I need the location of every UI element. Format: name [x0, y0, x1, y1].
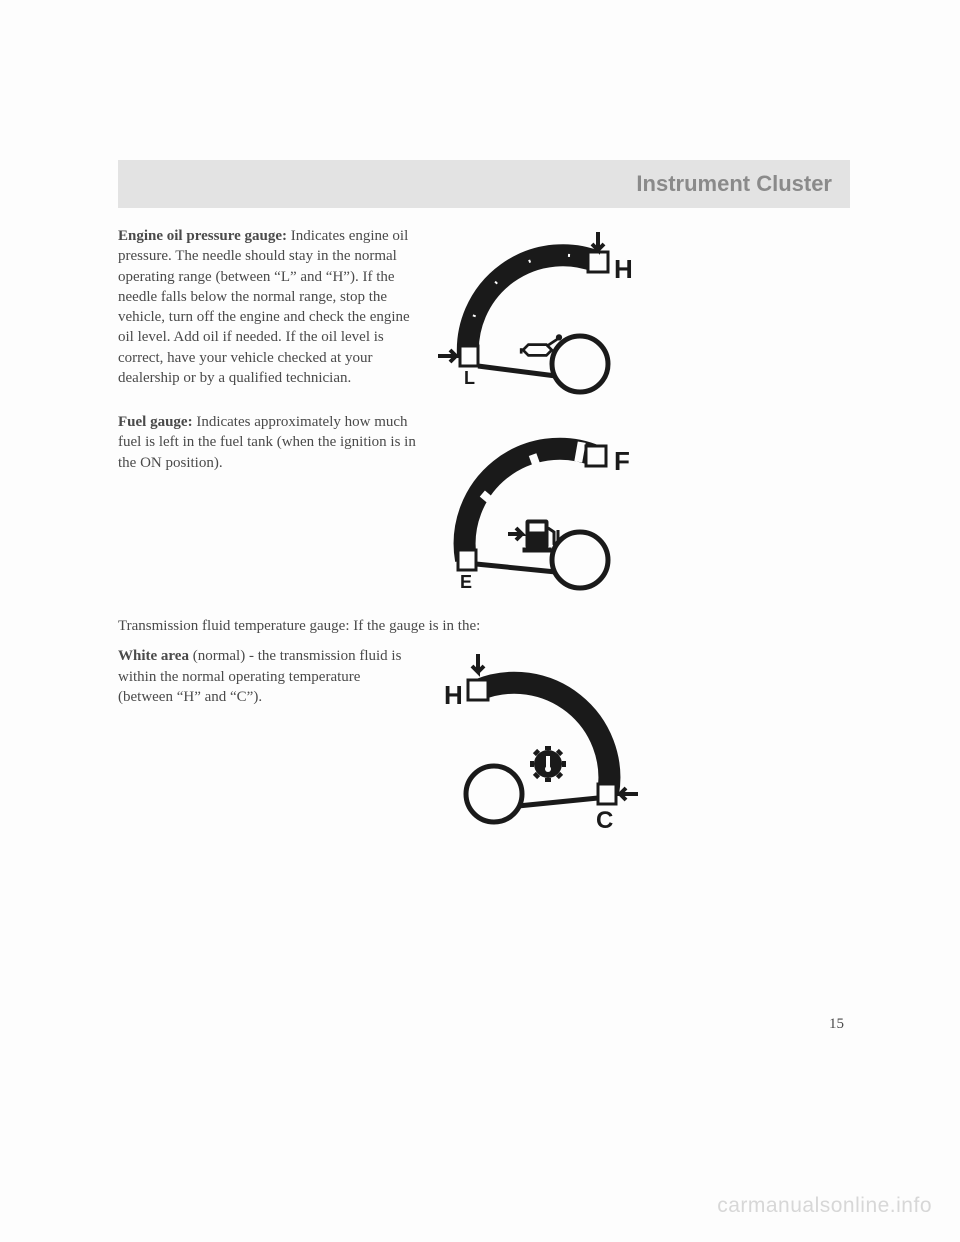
fuel-empty-label: E — [460, 572, 472, 592]
section-oil: Engine oil pressure gauge: Indicates eng… — [118, 226, 850, 406]
trans-white-heading: White area — [118, 648, 189, 664]
section-fuel: Fuel gauge: Indicates approximately how … — [118, 412, 850, 602]
oil-body: Indicates engine oil pressure. The needl… — [118, 228, 410, 386]
trans-intro: Transmission fluid temperature gauge: If… — [118, 616, 850, 636]
trans-gauge-icon: H C — [428, 646, 648, 836]
fuel-heading: Fuel gauge: — [118, 414, 193, 430]
header-band: Instrument Cluster — [118, 160, 850, 208]
trans-white-text: White area (normal) - the transmission f… — [118, 646, 418, 836]
oil-low-label: L — [464, 368, 475, 388]
trans-intro-heading: Transmission fluid temperature gauge: — [118, 618, 350, 634]
trans-cold-label: C — [596, 807, 613, 834]
trans-hot-label: H — [444, 680, 463, 710]
oil-high-label: H — [614, 254, 633, 284]
fuel-gauge-icon: E F — [428, 412, 648, 602]
oil-heading: Engine oil pressure gauge: — [118, 228, 287, 244]
fuel-full-label: F — [614, 446, 630, 476]
fuel-text: Fuel gauge: Indicates approximately how … — [118, 412, 418, 602]
page-header-title: Instrument Cluster — [636, 171, 832, 197]
trans-white-figure: H C — [428, 646, 648, 836]
oil-text: Engine oil pressure gauge: Indicates eng… — [118, 226, 418, 406]
oil-figure: L H — [428, 226, 648, 406]
page-number: 15 — [118, 1016, 850, 1033]
fuel-figure: E F — [428, 412, 648, 602]
oil-gauge-icon: L H — [428, 226, 648, 406]
watermark: carmanualsonline.info — [717, 1194, 932, 1218]
section-trans-white: White area (normal) - the transmission f… — [118, 646, 850, 836]
page: Instrument Cluster Engine oil pressure g… — [0, 0, 960, 1033]
trans-intro-body: If the gauge is in the: — [350, 618, 481, 634]
